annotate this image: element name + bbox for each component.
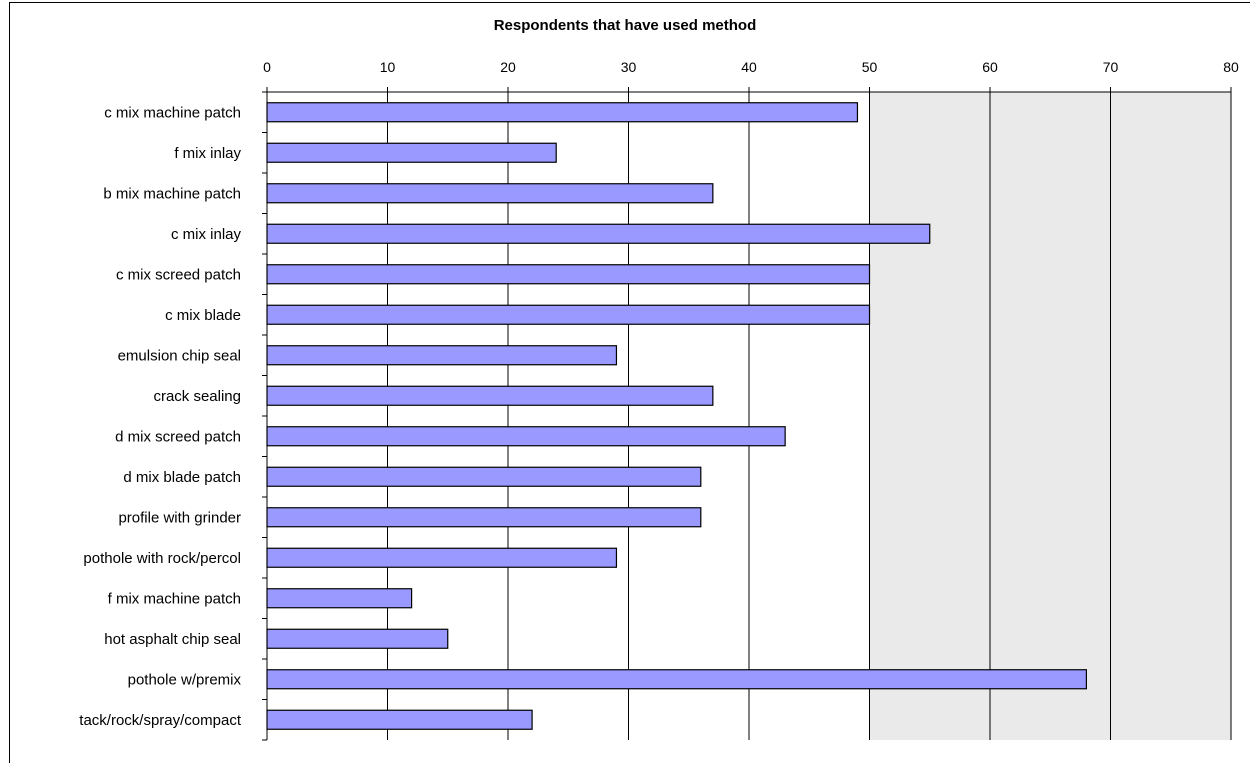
bar-profile-with-grinder	[266, 507, 702, 528]
bar-pothole-w-premix	[266, 669, 1088, 690]
bar-pothole-with-rock-percol	[266, 547, 618, 568]
x-tick-label: 20	[500, 59, 516, 75]
category-label: emulsion chip seal	[118, 347, 241, 364]
bar-tack-rock-spray-compact	[266, 709, 533, 730]
bar-d-mix-blade-patch	[266, 466, 702, 487]
axes-layer	[262, 87, 1232, 741]
x-tick-label: 60	[982, 59, 998, 75]
chart-title: Respondents that have used method	[493, 17, 757, 34]
category-label: d mix screed patch	[115, 428, 241, 445]
bar-emulsion-chip-seal	[266, 345, 618, 366]
category-label: b mix machine patch	[103, 185, 241, 202]
labels-layer: 0 10 20 30 40 50 60 70 80 c mix machine patch f mi…	[79, 59, 1239, 729]
x-tick-label: 0	[263, 59, 271, 75]
plot-area-shaded	[869, 92, 1231, 740]
category-label: f mix inlay	[174, 145, 241, 162]
bar-b-mix-machine-patch	[266, 183, 714, 204]
x-tick-label: 10	[380, 59, 396, 75]
category-label: c mix blade	[165, 307, 241, 324]
bar-c-mix-machine-patch	[266, 102, 859, 123]
category-label: c mix screed patch	[116, 266, 241, 283]
x-tick-label: 40	[741, 59, 757, 75]
category-label: c mix machine patch	[104, 104, 241, 121]
category-label: hot asphalt chip seal	[104, 631, 241, 648]
category-label: f mix machine patch	[108, 590, 241, 607]
x-tick-label: 70	[1103, 59, 1119, 75]
bar-f-mix-inlay	[266, 142, 557, 163]
category-label: tack/rock/spray/compact	[79, 712, 242, 729]
bar-f-mix-machine-patch	[266, 588, 413, 609]
bars-layer	[266, 102, 1088, 730]
x-tick-label: 80	[1223, 59, 1239, 75]
bar-c-mix-screed-patch	[266, 264, 871, 285]
bar-c-mix-inlay	[266, 223, 931, 244]
bar-hot-asphalt-chip-seal	[266, 628, 449, 649]
bar-c-mix-blade	[266, 304, 871, 325]
category-label: d mix blade patch	[123, 469, 241, 486]
category-label: profile with grinder	[118, 509, 241, 526]
bar-crack-sealing	[266, 385, 714, 406]
x-tick-label: 30	[621, 59, 637, 75]
bar-d-mix-screed-patch	[266, 426, 786, 447]
category-label: c mix inlay	[171, 226, 242, 243]
x-tick-label: 50	[862, 59, 878, 75]
category-label: pothole with rock/percol	[83, 550, 241, 567]
category-label: pothole w/premix	[128, 671, 242, 688]
category-label: crack sealing	[153, 388, 241, 405]
